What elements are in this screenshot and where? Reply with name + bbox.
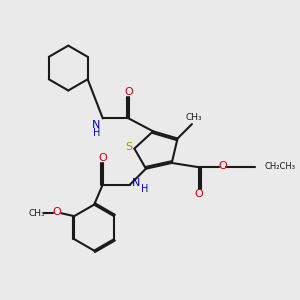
Text: N: N xyxy=(92,120,101,130)
Text: CH₂CH₃: CH₂CH₃ xyxy=(264,162,296,171)
Text: O: O xyxy=(195,189,203,199)
Text: CH₃: CH₃ xyxy=(185,113,202,122)
Text: CH₃: CH₃ xyxy=(28,209,45,218)
Text: S: S xyxy=(126,142,133,152)
Text: H: H xyxy=(93,128,100,138)
Text: O: O xyxy=(218,161,227,171)
Text: N: N xyxy=(132,178,141,188)
Text: O: O xyxy=(98,153,107,163)
Text: H: H xyxy=(141,184,148,194)
Text: O: O xyxy=(124,87,133,97)
Text: O: O xyxy=(52,207,61,217)
